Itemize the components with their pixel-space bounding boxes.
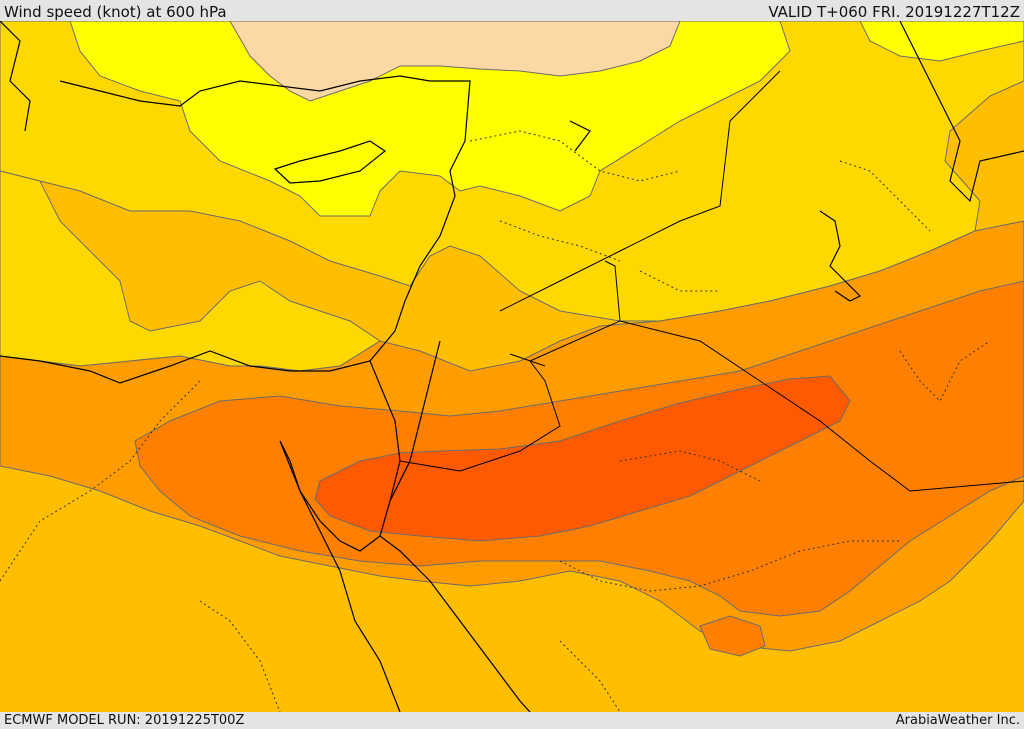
field-low [69, 21, 791, 217]
chart-title: Wind speed (knot) at 600 hPa [4, 3, 227, 21]
field-peak [314, 375, 851, 542]
footer-bar: ECMWF MODEL RUN: 20191225T00Z ArabiaWeat… [0, 712, 1024, 729]
valid-time-label: VALID T+060 FRI. 20191227T12Z [768, 3, 1020, 21]
credit-label: ArabiaWeather Inc. [895, 713, 1020, 728]
coastlines [0, 21, 1024, 712]
field-low-east [859, 21, 1024, 62]
header-bar: Wind speed (knot) at 600 hPa VALID T+060… [0, 0, 1024, 21]
admin-boundaries [0, 130, 991, 712]
field-very-high-south [699, 615, 766, 657]
model-run-label: ECMWF MODEL RUN: 20191225T00Z [4, 713, 245, 728]
country-borders [399, 70, 1024, 492]
map-canvas [0, 21, 1024, 712]
wind-speed-map [0, 21, 1024, 712]
